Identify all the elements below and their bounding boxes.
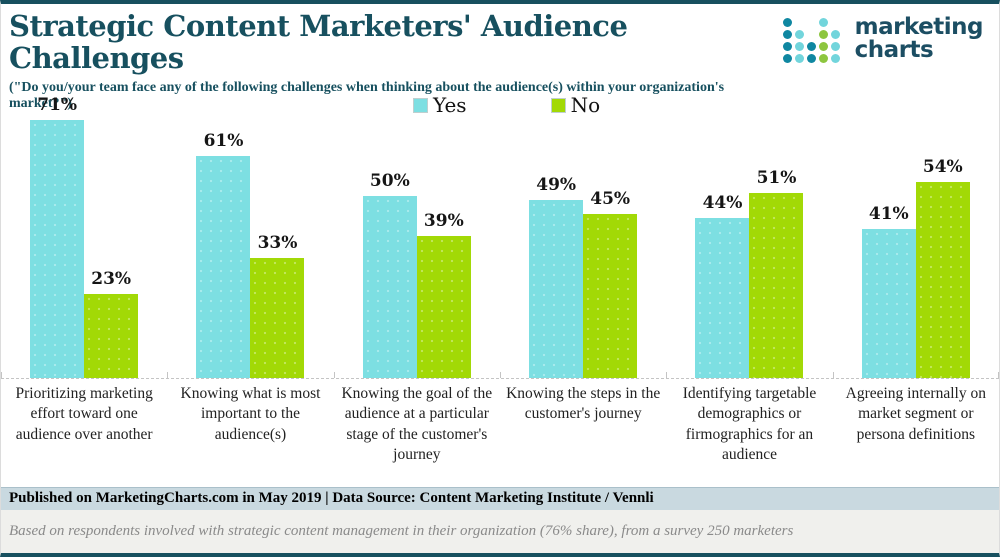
no-bar [84,294,139,378]
no-bar [749,193,804,378]
bar-groups: 71% 23% 61% 33% [1,84,999,378]
bar-col-yes: 44% [695,84,750,378]
value-label-yes: 49% [536,175,577,195]
category-label-3: Knowing the goal of the audience at a pa… [341,385,493,464]
logo-dot [782,30,792,39]
no-bar [416,236,471,378]
yes-bar [861,229,916,378]
value-label-no: 51% [756,168,797,188]
category-label-2: Knowing what is most important to the au… [180,385,321,443]
axis-tick [333,372,335,378]
value-label-yes: 44% [702,193,743,213]
value-label-yes: 61% [203,131,244,151]
legend-swatch-no [550,97,566,113]
logo-dot-empty [807,18,816,27]
chart-area: Yes No 71% 23% 61% [1,84,999,379]
axis-tick [500,372,501,378]
page-subtitle: ("Do you/your team face any of the follo… [9,79,725,111]
value-label-yes: 50% [369,171,410,191]
logo-dot [782,18,792,27]
legend-swatch-yes [413,97,428,113]
logo-dot [818,30,828,39]
bar-col-no: 45% [583,84,638,378]
header-text: Strategic Content Marketers' Audience Ch… [9,9,783,112]
logo-dot [794,54,804,63]
yes-bar [695,218,750,378]
bar-col-yes: 71% [30,84,85,378]
bar-col-no: 54% [915,84,970,378]
logo-dot [806,42,816,51]
axis-tick [832,372,834,378]
logo-dot-empty [807,30,816,39]
value-label-yes: 41% [868,204,909,224]
bar-group-4: 49% 45% [500,84,666,378]
axis-tick [998,372,999,378]
logo-dot [818,42,828,51]
logo-dot [794,42,804,51]
no-bar [250,258,305,378]
value-label-yes: 71% [37,95,78,115]
bar-col-yes: 50% [362,84,417,378]
category-label-1: Prioritizing marketing effort toward one… [15,385,153,443]
logo-dot-empty [831,18,840,27]
bar-col-no: 23% [84,84,139,378]
value-label-no: 23% [91,269,132,289]
logo-dot [782,42,792,51]
bar-col-no: 33% [250,84,305,378]
yes-bar [529,200,584,378]
logo-dot [830,42,840,51]
bar-col-no: 39% [416,84,471,378]
yes-bar [30,120,85,378]
logo-dot [818,54,828,63]
bar-col-yes: 41% [861,84,916,378]
value-label-no: 39% [423,211,464,231]
logo-dot [782,54,792,63]
axis-tick [666,372,668,378]
logo-dot [830,54,840,63]
legend-item-yes: Yes [413,93,467,117]
value-label-no: 54% [922,157,963,177]
bar-group-2: 61% 33% [167,84,333,378]
legend-label-no: No [570,93,601,117]
bar-group-1: 71% 23% [1,84,167,378]
category-label-6: Agreeing internally on market segment or… [845,385,986,443]
axis-tick [167,372,169,378]
legend: Yes No [413,93,600,117]
value-label-no: 45% [590,189,631,209]
marketingcharts-logo: marketing charts [782,14,984,66]
yes-bar [362,196,417,378]
bar-col-no: 51% [749,84,804,378]
logo-dot [830,30,840,39]
logo-dot-empty [795,18,804,27]
page-title: Strategic Content Marketers' Audience Ch… [9,9,628,75]
logo-dots-icon [782,18,843,66]
logo-dot [794,30,804,39]
bar-col-yes: 61% [196,84,251,378]
yes-bar [196,156,251,378]
logo-dot [806,54,816,63]
no-bar [583,214,638,378]
bar-group-6: 41% 54% [833,84,999,378]
legend-item-no: No [550,93,601,117]
category-label-5: Identifying targetable demographics or f… [682,385,817,464]
published-bar: Published on MarketingCharts.com in May … [1,487,999,510]
bar-group-5: 44% 51% [666,84,832,378]
logo-text: marketing charts [854,14,984,63]
legend-label-yes: Yes [433,93,467,117]
bar-col-yes: 49% [529,84,584,378]
footnote-bar: Based on respondents involved with strat… [1,510,999,553]
category-labels: Prioritizing marketing effort toward one… [1,379,999,487]
logo-dot [818,18,828,27]
logo-text-line1: marketing [854,14,984,40]
no-bar [915,182,970,378]
header: Strategic Content Marketers' Audience Ch… [1,4,999,111]
bar-group-3: 50% 39% [334,84,500,378]
category-label-4: Knowing the steps in the customer's jour… [506,385,661,423]
value-label-no: 33% [257,233,298,253]
axis-tick [1,372,2,378]
logo-text-line2: charts [854,37,934,63]
